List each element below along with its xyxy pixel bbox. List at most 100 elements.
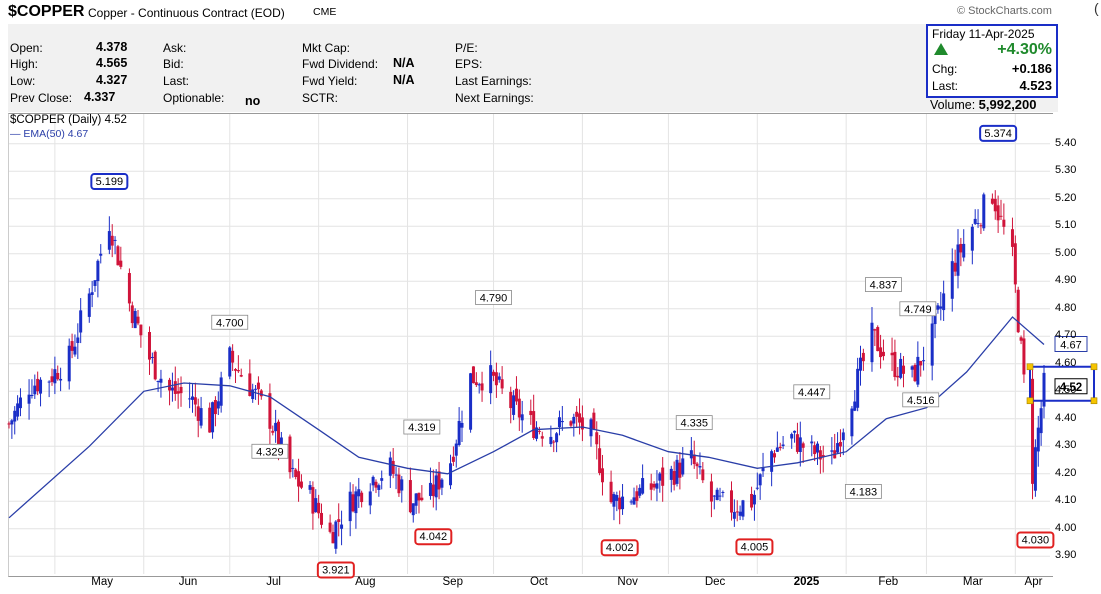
candle-body (859, 357, 863, 371)
annotation-label: 4.837 (870, 280, 898, 292)
candle-body (732, 512, 736, 519)
annotation-label: 4.447 (798, 387, 826, 399)
candle-body (902, 365, 906, 374)
annotation-label: 4.183 (850, 486, 878, 498)
annotation-label: 4.005 (741, 541, 769, 553)
candle-body (417, 492, 421, 501)
candle-body (53, 369, 57, 384)
candle-body (612, 494, 616, 507)
chart-plot-area[interactable] (8, 113, 1053, 577)
y-tick-label: 4.40 (1055, 411, 1077, 424)
last-price-label: Last: (932, 79, 959, 93)
candle-body (371, 476, 375, 486)
candle-body (919, 360, 923, 366)
candle-body (47, 381, 51, 383)
candle-body (18, 397, 22, 409)
candle-body (357, 489, 361, 497)
candle-body (621, 496, 625, 510)
candle-body (368, 491, 372, 506)
candle-body (555, 433, 559, 443)
candle-body (1042, 372, 1046, 407)
candle-body (750, 493, 754, 508)
candle-body (208, 407, 212, 433)
candle-body (810, 441, 814, 444)
candle-body (709, 481, 713, 502)
candle-body (758, 474, 762, 486)
candle-body (718, 495, 722, 497)
candle-body (351, 494, 355, 512)
candle-body (294, 469, 298, 478)
candle-body (480, 383, 484, 391)
candle-body (881, 351, 885, 357)
y-tick-label: 4.10 (1055, 494, 1077, 507)
candle-body (288, 436, 292, 473)
y-tick-label: 5.00 (1055, 246, 1077, 259)
candle-body (130, 305, 134, 324)
prevclose-label: Prev Close: (10, 91, 73, 105)
help-icon[interactable]: ( (1094, 0, 1099, 16)
low-annotation-box (735, 538, 774, 556)
candle-body (196, 406, 200, 421)
selection-handle (1090, 363, 1098, 371)
exchange: CME (313, 6, 337, 18)
candle-body (477, 384, 481, 386)
annotation-label: 4.749 (904, 304, 932, 316)
y-tick-label: 5.40 (1055, 136, 1077, 149)
candle-body (715, 489, 719, 501)
candle-body (956, 244, 960, 276)
candle-body (110, 235, 114, 246)
eps-label: EPS: (455, 57, 483, 71)
candle-body (535, 427, 539, 439)
candle-body (775, 447, 779, 452)
candle-body (437, 471, 441, 490)
candle-body (695, 463, 699, 467)
candle-body (119, 260, 123, 267)
candle-body (133, 310, 137, 329)
percent-change: +4.30% (997, 41, 1052, 58)
legend-ema-text: EMA(50) 4.67 (23, 128, 89, 140)
optionable-value: no (245, 94, 261, 108)
candle-body (552, 441, 556, 443)
candle-body (652, 483, 656, 488)
candle-body (721, 492, 725, 494)
candle-body (1031, 378, 1035, 484)
mktcap-label: Mkt Cap: (302, 41, 351, 55)
peak-annotation (865, 277, 902, 292)
candle-body (930, 323, 934, 366)
stockcharts-logo[interactable]: © StockCharts.com (957, 5, 1052, 17)
candle-body (457, 420, 461, 445)
selection-handle (1026, 397, 1034, 405)
candle-body (798, 437, 802, 453)
candle-body (299, 481, 303, 488)
candle-body (251, 389, 255, 400)
candle-body (7, 423, 11, 425)
candle-body (618, 497, 622, 510)
annotation-label: 4.700 (216, 317, 244, 329)
candle-body (469, 373, 473, 430)
candle-body (434, 475, 438, 498)
candle-body (277, 421, 281, 449)
high-label: High: (10, 57, 39, 71)
candle-body (431, 484, 435, 497)
candle-body (236, 370, 240, 372)
legend-price-text: $COPPER (Daily) 4.52 (10, 114, 127, 126)
candle-body (348, 491, 352, 522)
candle-body (578, 413, 582, 423)
price-axis: 5.40 5.30 5.20 5.10 5.00 4.90 4.80 4.70 4.60 4.50… (1052, 113, 1101, 575)
ema-price-marker (1054, 336, 1088, 352)
candle-body (950, 261, 954, 299)
candle-body (334, 521, 338, 549)
candle-body (939, 306, 943, 309)
x-month-label: Apr (1024, 576, 1043, 588)
candle-body (672, 471, 676, 485)
candle-body (454, 443, 458, 456)
candle-body (317, 502, 321, 514)
candle-body (360, 492, 364, 503)
candle-body (27, 394, 31, 404)
candle-body (592, 412, 596, 430)
candle-body (279, 437, 283, 447)
quote-info-panel: Open: 4.378 High: 4.565 Low: 4.327 Prev … (8, 24, 1058, 112)
candle-body (219, 377, 223, 406)
candle-body (778, 446, 782, 449)
